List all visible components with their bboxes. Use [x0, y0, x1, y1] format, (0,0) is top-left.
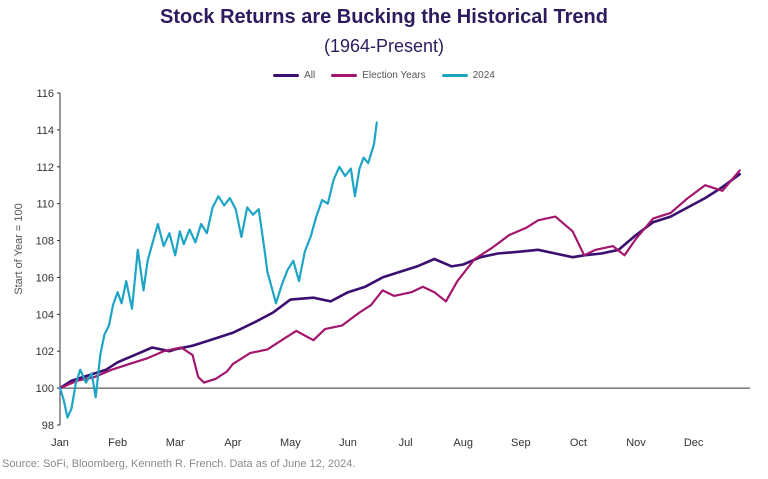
- x-tick-label: May: [280, 437, 301, 449]
- x-tick-label: Feb: [108, 437, 127, 449]
- y-tick-label: 110: [36, 199, 54, 211]
- x-tick-label: Jul: [399, 437, 413, 449]
- legend-label-all: All: [304, 70, 316, 81]
- x-tick-label: Mar: [166, 437, 185, 449]
- legend-swatch-2024: [441, 74, 468, 77]
- series-line-election-years: [58, 169, 741, 390]
- legend-swatch-all: [273, 74, 300, 77]
- source-note: Source: SoFi, Bloomberg, Kenneth R. Fren…: [2, 458, 356, 470]
- x-tick-label: Oct: [570, 437, 587, 449]
- x-tick-label: Jan: [51, 437, 69, 449]
- series-line-2024: [58, 121, 378, 419]
- y-tick-label: 106: [36, 272, 54, 284]
- legend-item-all: All: [273, 70, 315, 81]
- y-tick-label: 98: [42, 420, 54, 432]
- y-tick-label: 114: [36, 125, 54, 137]
- legend-swatch-election-years: [331, 74, 358, 77]
- chart-title: Stock Returns are Bucking the Historical…: [160, 6, 608, 28]
- legend-label-2024: 2024: [472, 70, 495, 81]
- x-tick-label: Aug: [453, 437, 473, 449]
- y-tick-label: 116: [36, 88, 54, 100]
- x-tick-label: Dec: [684, 437, 704, 449]
- y-tick-label: 102: [36, 346, 54, 358]
- x-tick-label: Sep: [511, 437, 531, 449]
- x-tick-label: Apr: [224, 437, 241, 449]
- legend-label-election-years: Election Years: [362, 70, 426, 81]
- x-tick-label: Jun: [339, 437, 357, 449]
- legend: All Election Years 2024: [0, 70, 768, 81]
- y-tick-label: 108: [36, 236, 54, 248]
- legend-item-election-years: Election Years: [331, 70, 426, 81]
- legend-item-2024: 2024: [441, 70, 495, 81]
- series-line-all: [58, 172, 741, 390]
- y-tick-label: 100: [36, 383, 54, 395]
- y-axis-title: Start of Year = 100: [13, 203, 25, 294]
- y-tick-label: 104: [36, 309, 54, 321]
- x-tick-label: Nov: [626, 437, 646, 449]
- y-tick-label: 112: [36, 162, 54, 174]
- chart-subtitle: (1964-Present): [323, 36, 445, 56]
